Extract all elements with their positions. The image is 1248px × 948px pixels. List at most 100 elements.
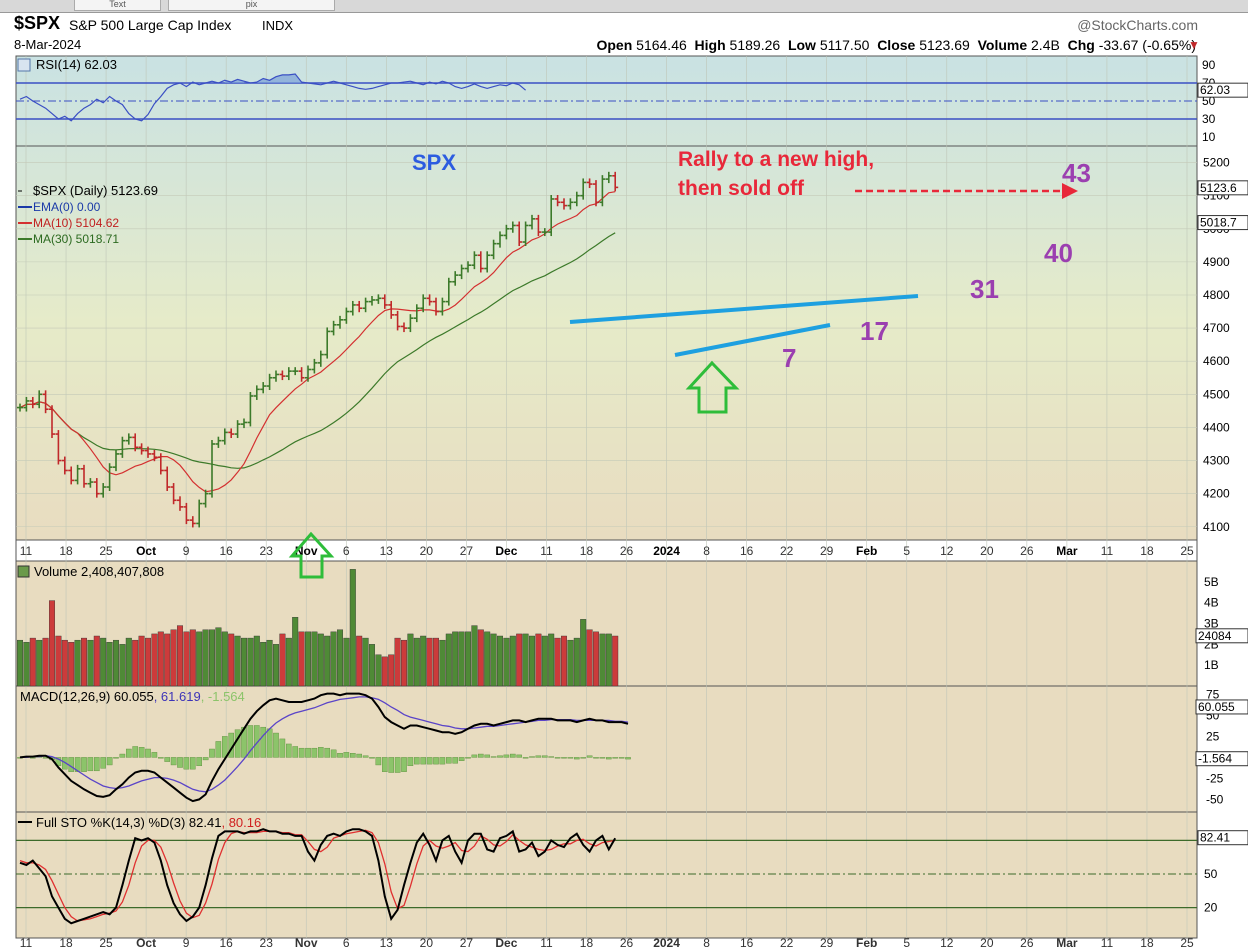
macd-histogram-bar xyxy=(273,732,279,758)
macd-histogram-bar xyxy=(119,753,126,758)
x-tick-label: 12 xyxy=(940,544,954,558)
x-tick-label: 18 xyxy=(59,544,73,558)
volume-bar xyxy=(445,633,452,687)
volume-bar xyxy=(343,637,350,687)
volume-bar xyxy=(151,633,158,687)
volume-bar xyxy=(509,635,516,687)
volume-bar xyxy=(196,631,203,687)
x-tick-label-bottom: 22 xyxy=(780,936,794,948)
volume-bar xyxy=(164,633,171,687)
macd-histogram-bar xyxy=(516,754,522,758)
macd-histogram-bar xyxy=(157,757,164,759)
macd-histogram-bar xyxy=(471,754,478,758)
volume-current-tag: 24084 xyxy=(1198,629,1232,643)
price-y-tick: 4900 xyxy=(1203,255,1230,269)
x-tick-label-bottom: 11 xyxy=(1101,936,1114,948)
macd-histogram-bar xyxy=(599,757,606,759)
open-value: 5164.46 xyxy=(636,37,687,53)
x-tick-label: 8 xyxy=(703,544,710,558)
x-tick-label-bottom: 11 xyxy=(540,936,553,948)
ma30-line xyxy=(19,232,616,469)
macd-histogram-bar xyxy=(202,757,209,761)
price-background xyxy=(16,56,1197,540)
volume-bar xyxy=(253,635,260,687)
macd-histogram-bar xyxy=(356,753,363,758)
volume-bar xyxy=(458,631,465,687)
x-tick-label-bottom: 18 xyxy=(580,936,594,948)
volume-legend: Volume 2,408,407,808 xyxy=(34,564,164,579)
rsi-legend: RSI(14) 62.03 xyxy=(36,57,117,72)
volume-bar xyxy=(554,637,561,687)
x-tick-label-bottom: 12 xyxy=(940,936,954,948)
high-value: 5189.26 xyxy=(729,37,781,53)
macd-histogram-bar xyxy=(439,757,446,765)
toolbar-tab-text[interactable]: Text xyxy=(74,0,161,11)
volume-bar xyxy=(87,639,94,687)
macd-histogram-bar xyxy=(330,749,337,758)
toolbar-tab-pix[interactable]: pix xyxy=(168,0,335,11)
macd-y-tick: -50 xyxy=(1206,792,1224,806)
volume-bar xyxy=(80,637,87,687)
macd-histogram-bar xyxy=(586,755,593,758)
stochastic-panel xyxy=(15,811,1198,939)
ema-legend: EMA(0) 0.00 xyxy=(33,200,101,214)
macd-histogram-bar xyxy=(382,757,388,772)
sto-current-tag: 82.41 xyxy=(1200,831,1230,845)
x-tick-label: 9 xyxy=(183,544,190,558)
x-tick-label: 20 xyxy=(420,544,434,558)
macd-histogram-bar xyxy=(478,753,484,758)
volume-bar xyxy=(234,635,241,687)
macd-hist-tag-box xyxy=(1195,751,1248,767)
x-tick-label: 26 xyxy=(1020,544,1034,558)
annotation-count-31: 31 xyxy=(970,274,999,304)
volume-bar xyxy=(541,635,548,687)
volume-y-tick: 5B xyxy=(1204,575,1219,589)
trendline-upper xyxy=(569,294,919,324)
macd-histogram-bar xyxy=(196,757,203,767)
macd-histogram-bar xyxy=(337,753,343,758)
change-label: Chg xyxy=(1067,37,1095,53)
bottom-axis-background xyxy=(16,938,1197,948)
volume-bar xyxy=(580,619,587,687)
macd-histogram-bar xyxy=(414,757,420,765)
x-tick-label: 18 xyxy=(1140,544,1154,558)
volume-bar xyxy=(112,639,119,687)
macd-histogram-bar xyxy=(618,757,625,759)
rsi-current-tag-box xyxy=(1197,82,1248,98)
volume-bar xyxy=(349,569,356,687)
price-close-tag-box xyxy=(1197,180,1248,196)
volume-bar xyxy=(74,639,81,687)
macd-histogram-bar xyxy=(343,752,350,758)
price-y-tick: 4300 xyxy=(1203,454,1230,468)
macd-histogram-bar xyxy=(189,757,196,770)
x-tick-label: 11 xyxy=(1101,544,1114,558)
ma10-legend: MA(10) 5104.62 xyxy=(33,216,119,230)
macd-histogram-bar xyxy=(350,753,356,758)
rsi-line xyxy=(19,73,526,122)
macd-histogram-bar xyxy=(574,757,580,760)
price-legend-series: $SPX (Daily) 5123.69 xyxy=(33,183,158,198)
x-tick-label-bottom: 2024 xyxy=(653,936,680,948)
x-tick-label: Mar xyxy=(1056,544,1078,558)
x-tick-label-bottom: Nov xyxy=(295,936,318,948)
x-tick-label-bottom: 23 xyxy=(260,936,274,948)
macd-histogram-bar xyxy=(125,748,132,758)
volume-bar xyxy=(23,642,30,687)
macd-tag: 60.055 xyxy=(1198,700,1235,714)
volume-bar xyxy=(426,637,433,687)
macd-histogram-bar xyxy=(151,752,158,758)
volume-bar xyxy=(484,631,491,687)
volume-bar xyxy=(68,642,75,687)
volume-bar xyxy=(311,631,318,687)
volume-bar xyxy=(36,639,43,687)
sto-legend-k: 82.41 xyxy=(189,815,222,830)
x-tick-label: 26 xyxy=(620,544,634,558)
ohlc-readout: Open 5164.46 High 5189.26 Low 5117.50 Cl… xyxy=(596,37,1196,53)
volume-bar xyxy=(477,629,484,687)
x-tick-label: 13 xyxy=(380,544,394,558)
macd-histogram-bar xyxy=(510,753,516,758)
volume-value: 2.4B xyxy=(1031,37,1060,53)
macd-histogram-bar xyxy=(93,757,100,772)
volume-bar xyxy=(138,635,145,687)
